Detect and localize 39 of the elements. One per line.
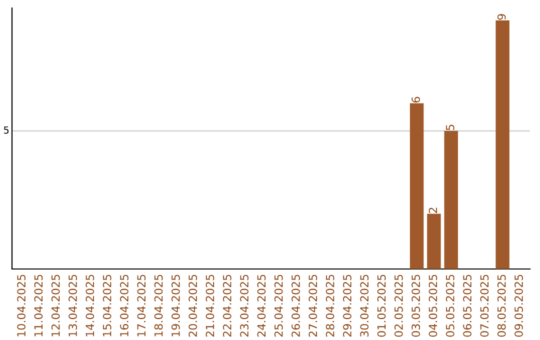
x-tick-label: 09.05.2025 bbox=[514, 274, 523, 337]
x-tick-label: 29.04.2025 bbox=[343, 274, 352, 337]
data-label: 9 bbox=[497, 14, 506, 20]
x-tick-label: 08.05.2025 bbox=[497, 274, 506, 337]
x-tick-label: 07.05.2025 bbox=[480, 274, 489, 337]
x-tick-label: 11.04.2025 bbox=[34, 274, 43, 336]
x-tick-label: 15.04.2025 bbox=[102, 274, 112, 336]
x-tick-label: 03.05.2025 bbox=[412, 274, 420, 337]
x-tick-label: 19.04.2025 bbox=[171, 274, 180, 336]
x-tick-label: 06.05.2025 bbox=[463, 274, 472, 337]
x-tick-label: 28.04.2025 bbox=[326, 274, 334, 337]
x-tick-label: 04.05.2025 bbox=[428, 274, 438, 337]
x-tick-label: 02.05.2025 bbox=[394, 274, 403, 337]
data-label: 6 bbox=[412, 96, 420, 103]
x-tick-label: 21.04.2025 bbox=[206, 274, 214, 337]
bar bbox=[427, 214, 441, 269]
x-tick-label: 25.04.2025 bbox=[274, 274, 283, 337]
x-tick-label: 22.04.2025 bbox=[222, 274, 232, 337]
x-tick-label: 13.04.2025 bbox=[68, 274, 77, 336]
x-tick-label: 20.04.2025 bbox=[188, 274, 198, 337]
x-tick-label: 01.05.2025 bbox=[377, 274, 386, 337]
bar bbox=[410, 103, 424, 269]
x-tick-label: 24.04.2025 bbox=[257, 274, 266, 337]
x-tick-label: 18.04.2025 bbox=[154, 274, 163, 336]
data-label: 2 bbox=[428, 208, 438, 213]
x-tick-label: 14.04.2025 bbox=[86, 274, 94, 336]
x-tick-label: 12.04.2025 bbox=[51, 274, 60, 336]
ref-line-label: 5 bbox=[4, 126, 9, 134]
x-tick-label: 23.04.2025 bbox=[240, 274, 248, 337]
x-tick-label: 16.04.2025 bbox=[120, 274, 128, 336]
data-label: 5 bbox=[446, 124, 454, 130]
bar bbox=[444, 130, 458, 269]
x-tick-label: 26.04.2025 bbox=[292, 274, 300, 337]
x-tick-label: 05.05.2025 bbox=[446, 274, 454, 337]
x-tick-label: 27.04.2025 bbox=[308, 274, 318, 337]
x-tick-label: 30.04.2025 bbox=[360, 274, 369, 337]
x-tick-label: 17.04.2025 bbox=[137, 274, 146, 336]
x-tick-label: 10.04.2025 bbox=[17, 274, 26, 336]
bar bbox=[496, 20, 510, 269]
